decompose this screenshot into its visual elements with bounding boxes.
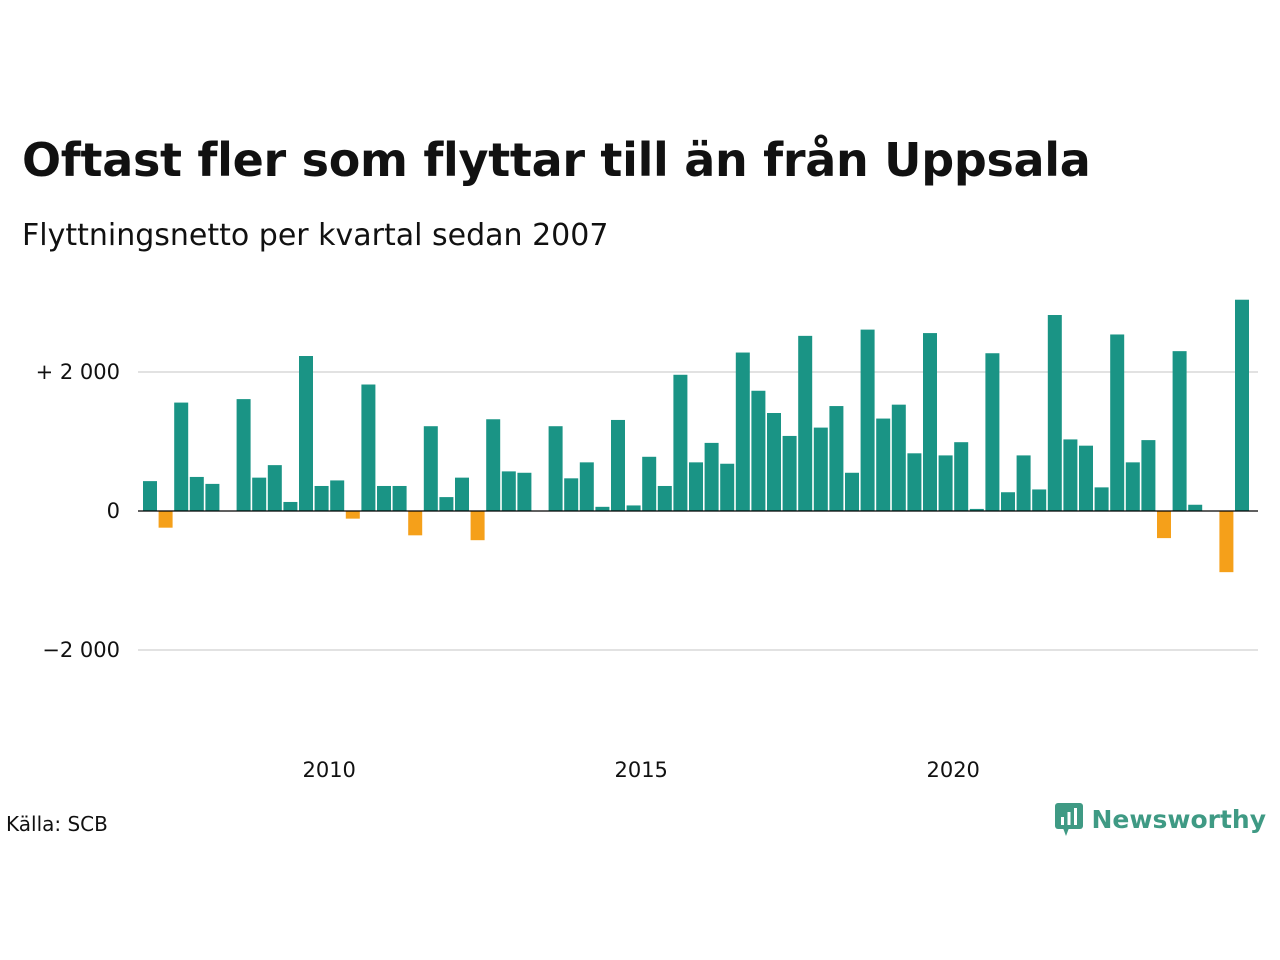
bar-2011-K1 [392, 485, 407, 511]
y-tick-label: + 2 000 [36, 360, 120, 384]
bar-2012-K4 [501, 471, 516, 511]
bar-2019-K4 [938, 455, 953, 511]
bar-2007-K2 [158, 511, 173, 528]
bar-2011-K4 [439, 497, 454, 511]
bar-2010-K4 [377, 485, 391, 511]
x-tick-label: 2015 [614, 758, 667, 782]
bar-2018-K4 [876, 418, 891, 511]
bar-2020-K1 [954, 442, 969, 511]
bar-2023-K2 [1157, 511, 1171, 539]
bar-chart: + 2 000 0 −2 000 2010 2015 2020 [36, 299, 1258, 782]
y-tick-label: −2 000 [42, 638, 120, 662]
bar-2012-K3 [486, 419, 501, 511]
bar-2008-K3 [236, 399, 251, 511]
bar-2017-K2 [782, 435, 797, 511]
bar-2018-K2 [845, 472, 859, 511]
brand-logo: Newsworthy [1054, 802, 1267, 838]
bar-2016-K3 [735, 352, 750, 511]
bar-2018-K3 [860, 329, 875, 511]
bar-2008-K4 [252, 477, 267, 511]
bar-2015-K2 [657, 485, 672, 511]
bar-2022-K3 [1110, 334, 1125, 511]
bar-2009-K2 [283, 501, 298, 511]
x-tick-label: 2010 [302, 758, 355, 782]
bar-2007-K3 [174, 402, 189, 511]
chart-subtitle: Flyttningsnetto per kvartal sedan 2007 [22, 218, 609, 253]
bar-2021-K1 [1016, 455, 1031, 511]
bar-2007-K4 [189, 476, 204, 511]
bar-2012-K2 [470, 511, 485, 541]
bar-2020-K2 [969, 508, 984, 511]
bar-2018-K1 [829, 406, 844, 511]
bar-2010-K1 [330, 480, 345, 511]
bar-2012-K1 [455, 477, 469, 511]
bar-2010-K3 [361, 384, 376, 511]
bar-2019-K3 [923, 333, 937, 511]
bar-2013-K3 [548, 426, 563, 511]
bar-2007-K1 [143, 481, 157, 511]
bar-2024-K2 [1219, 511, 1234, 573]
bar-2013-K1 [517, 472, 532, 511]
bar-2014-K2 [595, 506, 610, 511]
bar-2022-K4 [1125, 462, 1140, 511]
bar-2019-K2 [907, 453, 922, 511]
bar-2009-K4 [314, 485, 329, 511]
bar-2016-K1 [704, 442, 719, 511]
newsworthy-logo-icon [1054, 803, 1083, 836]
chart-title: Oftast fler som flyttar till än från Upp… [22, 133, 1091, 187]
bar-2022-K1 [1079, 445, 1093, 511]
bar-2021-K2 [1032, 489, 1047, 511]
bar-2015-K1 [642, 456, 657, 511]
bar-2016-K2 [720, 463, 735, 511]
bar-2017-K3 [798, 335, 813, 511]
bar-2011-K3 [423, 426, 438, 511]
brand-name: Newsworthy [1091, 805, 1267, 834]
bar-2014-K3 [611, 419, 625, 511]
bar-2024-K3 [1235, 299, 1249, 511]
x-tick-label: 2020 [926, 758, 979, 782]
bar-2017-K4 [813, 427, 828, 511]
grid-layer [138, 371, 1258, 651]
bar-2021-K3 [1047, 315, 1062, 511]
bar-2009-K1 [267, 465, 282, 511]
bar-2013-K4 [564, 478, 579, 511]
label-layer: + 2 000 0 −2 000 2010 2015 2020 [36, 360, 980, 782]
bar-2016-K4 [751, 390, 766, 511]
bar-2023-K1 [1141, 440, 1156, 511]
bar-2010-K2 [345, 511, 360, 519]
bar-2020-K4 [1001, 492, 1015, 511]
bar-2011-K2 [408, 511, 423, 536]
source-note: Källa: SCB [6, 812, 108, 836]
bar-2009-K3 [299, 356, 313, 511]
y-tick-label: 0 [107, 499, 120, 523]
bar-2021-K4 [1063, 439, 1078, 511]
bar-2014-K1 [579, 462, 594, 511]
bar-2023-K4 [1188, 504, 1203, 511]
bar-2023-K3 [1172, 351, 1187, 511]
bar-2020-K3 [985, 353, 1000, 511]
bar-2008-K1 [205, 483, 220, 511]
bar-2019-K1 [891, 404, 906, 511]
bar-2017-K1 [767, 413, 781, 511]
bar-2015-K3 [673, 374, 688, 511]
bar-2022-K2 [1094, 487, 1109, 511]
bar-2015-K4 [689, 462, 703, 511]
bar-2014-K4 [626, 505, 641, 511]
bar-layer [143, 299, 1249, 573]
